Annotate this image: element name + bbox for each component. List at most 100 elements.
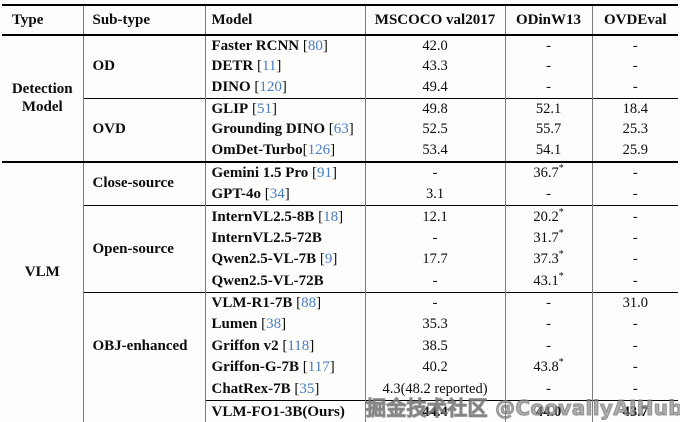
superscript-asterisk: * (558, 228, 564, 240)
table-row: DINO [120] 49.4- - (2, 77, 678, 99)
cite-number: 9 (324, 251, 333, 268)
model-name: Faster RCNN (211, 37, 300, 54)
model-name: OmDet-Turbo (211, 141, 303, 158)
cite-bracket-open: [ (318, 208, 324, 225)
table-row: Griffon v2 [118] 38.5- - (2, 335, 678, 358)
model-name: Griffon v2 (211, 337, 279, 354)
superscript-asterisk: * (558, 162, 564, 174)
cite-number: 51 (256, 100, 272, 117)
cite-bracket-close: ] (316, 295, 322, 312)
header-cell-subtype: Sub-type (82, 5, 205, 36)
model-name: VLM-FO1-3B(Ours) (211, 403, 345, 420)
cite-bracket-open: [ (302, 359, 308, 376)
metric-cell: - (591, 35, 678, 57)
model-name: VLM-R1-7B (211, 295, 293, 312)
metric-cell: - (504, 314, 592, 336)
metric-cell: 52.5 (364, 119, 505, 140)
metric-cell: 3.1 (364, 183, 505, 206)
metric-cell: - (364, 291, 505, 315)
metric-cell: 49.4 (364, 77, 505, 99)
table-row: OBJ-enhanced VLM-R1-7B [88] - -31.0 (2, 291, 678, 401)
model-cell: Qwen2.5-VL-72B (204, 270, 365, 293)
cite-number: 88 (301, 295, 317, 312)
metric-cell: - (364, 160, 505, 184)
superscript-asterisk: * (558, 206, 564, 218)
subtype-cell: Open-source (82, 205, 205, 293)
header-cell-mscoco: MSCOCO val2017 (364, 5, 505, 36)
subtype-cell: OD (82, 35, 205, 99)
metric-cell: 31.0 (591, 291, 678, 315)
citation-ref: [11] (257, 58, 281, 74)
model-cell: OmDet-Turbo[126] (204, 139, 365, 162)
model-cell: Gemini 1.5 Pro [91] (204, 160, 365, 184)
cite-bracket-open: [ (312, 164, 318, 181)
citation-ref: [51] (252, 101, 277, 117)
cite-bracket-close: ] (309, 337, 315, 354)
cite-bracket-close: ] (322, 37, 328, 54)
metric-cell: - (504, 183, 592, 206)
header-row: Type Sub-type Model MSCOCO val2017 ODinW13 OV… (2, 5, 678, 36)
metric-cell: - (504, 291, 592, 315)
cite-bracket-open: [ (319, 251, 325, 268)
cite-number: 11 (261, 58, 277, 75)
model-cell: GPT-4o [34] (204, 183, 365, 206)
model-name: InternVL2.5-8B (211, 208, 315, 225)
watermark: 掘金技术社区 @CoovallyAIHub (366, 396, 680, 421)
metric-cell: 43.7 (591, 399, 678, 422)
metric-cell: - (591, 378, 678, 401)
cite-number: 34 (269, 186, 285, 203)
citation-ref: [126] (303, 142, 336, 158)
model-cell: DINO [120] (204, 77, 365, 99)
cite-bracket-open: [ (251, 100, 257, 117)
metric-cell: - (591, 227, 678, 250)
citation-ref: [18] (318, 209, 343, 225)
metric-cell: - (504, 56, 592, 78)
cite-bracket-open: [ (294, 380, 300, 397)
model-cell: Qwen2.5-VL-7B [9] (204, 249, 365, 271)
cite-number: 63 (333, 121, 349, 138)
cite-number: 117 (307, 359, 330, 376)
cite-bracket-close: ] (332, 164, 338, 181)
model-name: GLIP (211, 100, 249, 117)
table-row: Griffon-G-7B [117] 40.2 43.8* - (2, 357, 678, 379)
metric-cell: 40.2 (364, 357, 505, 379)
superscript-asterisk: * (558, 270, 564, 282)
citation-ref: [34] (265, 186, 290, 202)
metric-cell: - (591, 270, 678, 293)
metric-cell: 43.3 (364, 56, 505, 78)
metric-cell: 20.2* (504, 205, 592, 228)
header-cell-type: Type (2, 5, 83, 36)
table-row: Open-source InternVL2.5-8B [18] 12.1 20.2* - (2, 205, 678, 293)
citation-ref: [35] (294, 381, 319, 397)
model-cell: InternVL2.5-72B (204, 227, 365, 250)
model-cell: ChatRex-7B [35] (204, 378, 365, 401)
metric-cell: 43.1* (504, 270, 592, 293)
header-cell-model: Model (204, 5, 365, 36)
metric-cell: - (504, 335, 592, 358)
citation-ref: [120] (254, 79, 287, 95)
metric-cell: 25.3 (591, 119, 678, 140)
table-row: VLM Close-source Gemini 1.5 Pro [91] -36.7*… (2, 160, 678, 422)
citation-ref: [117] (303, 359, 335, 375)
metric-cell: 4.3(48.2 reported) (364, 378, 505, 401)
cite-bracket-open: [ (328, 121, 334, 138)
model-cell: Lumen [38] (204, 314, 365, 336)
cite-bracket-open: [ (302, 37, 308, 54)
model-cell: Grounding DINO [63] (204, 119, 365, 140)
type-label: Detection Model (11, 81, 73, 116)
model-cell: VLM-R1-7B [88] (204, 291, 365, 315)
cite-number: 120 (259, 78, 282, 95)
metric-cell: - (591, 183, 678, 206)
cite-bracket-open: [ (282, 337, 288, 354)
model-name: InternVL2.5-72B (211, 229, 322, 246)
metric-cell: 42.0 (364, 35, 505, 57)
model-name: DINO (211, 78, 251, 95)
model-name: ChatRex-7B (211, 380, 291, 397)
model-name: Griffon-G-7B (211, 359, 300, 376)
metric-cell: 43.8* (504, 357, 592, 379)
model-cell: Griffon v2 [118] (204, 335, 365, 358)
cite-number: 80 (307, 37, 323, 54)
type-label: VLM (24, 264, 60, 281)
model-cell: GLIP [51] (204, 97, 365, 120)
cite-bracket-open: [ (256, 58, 262, 75)
